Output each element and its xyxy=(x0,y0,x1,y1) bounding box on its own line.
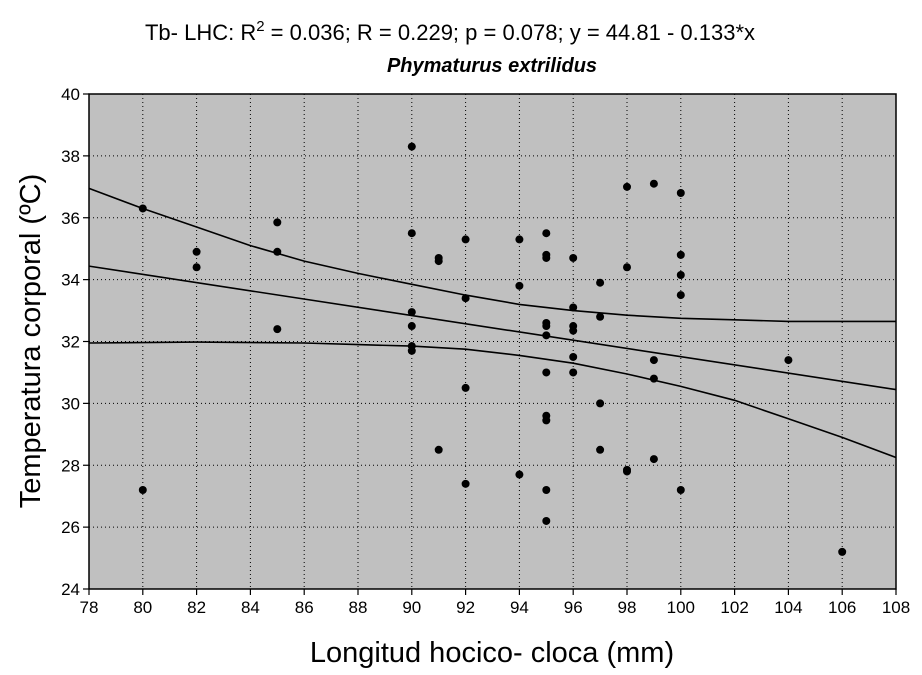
x-tick-label: 94 xyxy=(510,598,529,617)
data-point xyxy=(542,368,551,377)
data-point xyxy=(596,445,605,454)
chart-title: Tb- LHC: R2 = 0.036; R = 0.229; p = 0.07… xyxy=(145,18,755,45)
data-point xyxy=(192,263,201,272)
x-tick-label: 86 xyxy=(295,598,314,617)
upper-confidence-curve xyxy=(88,187,896,323)
data-point xyxy=(569,253,578,262)
confidence-band xyxy=(88,187,897,459)
data-point xyxy=(838,547,847,556)
data-point xyxy=(192,247,201,256)
data-point xyxy=(623,182,631,191)
lower-confidence-curve xyxy=(88,341,897,459)
x-tick-label: 108 xyxy=(882,598,910,617)
chart-title-superscript: 2 xyxy=(256,18,264,35)
x-tick-label: 90 xyxy=(402,598,421,617)
x-tick-label: 98 xyxy=(618,598,637,617)
y-tick-label: 32 xyxy=(61,333,80,352)
x-tick-label: 84 xyxy=(241,598,260,617)
y-tick-label: 36 xyxy=(61,209,80,228)
y-tick-label: 28 xyxy=(61,456,80,475)
x-tick-label: 78 xyxy=(80,598,99,617)
data-point xyxy=(542,516,551,525)
data-point xyxy=(515,470,524,479)
x-tick-label: 96 xyxy=(564,598,583,617)
data-point xyxy=(676,486,685,494)
x-tick-label: 100 xyxy=(667,598,695,617)
y-tick-label: 34 xyxy=(61,271,80,290)
y-tick-label: 40 xyxy=(61,85,80,104)
y-axis-ticks: 24 26 28 30 32 34 36 38 40 xyxy=(61,85,89,599)
data-point xyxy=(407,346,416,355)
data-point xyxy=(596,312,605,321)
regression-line-group xyxy=(88,265,897,391)
chart-subtitle: Phymaturus extrilidus xyxy=(387,55,597,77)
y-tick-label: 26 xyxy=(61,518,80,537)
data-point xyxy=(542,322,551,331)
y-axis-title: Temperatura corporal (ºC) xyxy=(15,174,47,509)
data-point xyxy=(434,257,443,266)
data-point xyxy=(676,189,685,197)
data-point xyxy=(676,291,685,300)
regression-line xyxy=(88,265,897,391)
x-axis-ticks: 78 80 82 84 86 88 90 92 94 96 98 100 102 104 106 108 xyxy=(80,589,910,617)
data-point xyxy=(407,229,416,238)
data-point xyxy=(138,486,147,494)
data-point xyxy=(515,281,524,290)
data-point xyxy=(676,270,685,279)
data-point xyxy=(461,294,470,303)
data-point xyxy=(569,303,578,312)
x-tick-label: 92 xyxy=(456,598,475,617)
data-point xyxy=(407,308,416,317)
data-point xyxy=(596,399,605,408)
data-point xyxy=(623,467,631,476)
data-point xyxy=(461,383,470,392)
data-point xyxy=(407,142,416,151)
x-tick-label: 80 xyxy=(133,598,152,617)
data-point xyxy=(649,374,658,383)
data-point xyxy=(461,479,470,488)
y-tick-label: 24 xyxy=(61,580,80,599)
y-tick-label: 30 xyxy=(61,394,80,413)
x-tick-label: 102 xyxy=(720,598,748,617)
x-axis-title: Longitud hocico- cloca (mm) xyxy=(310,637,674,669)
data-point xyxy=(273,218,282,227)
x-tick-label: 82 xyxy=(187,598,206,617)
data-point xyxy=(273,325,282,334)
data-point xyxy=(623,263,631,272)
data-point xyxy=(676,250,685,259)
x-tick-label: 104 xyxy=(774,598,802,617)
data-point xyxy=(407,322,416,331)
chart-title-rest: = 0.036; R = 0.229; p = 0.078; y = 44.81… xyxy=(265,20,755,45)
data-point xyxy=(461,235,470,244)
data-point xyxy=(569,368,578,377)
data-point xyxy=(542,416,551,425)
data-points xyxy=(138,142,847,556)
grid-lines xyxy=(89,94,896,589)
data-point xyxy=(542,229,551,238)
data-point xyxy=(542,253,551,262)
data-point xyxy=(138,204,147,213)
data-point xyxy=(649,455,658,464)
data-point xyxy=(515,235,524,244)
data-point xyxy=(784,356,793,365)
data-point xyxy=(649,179,658,188)
chart-title-prefix: Tb- LHC: R xyxy=(145,20,256,45)
data-point xyxy=(542,486,551,494)
data-point xyxy=(596,278,605,287)
x-tick-label: 88 xyxy=(349,598,368,617)
data-point xyxy=(649,356,658,365)
data-point xyxy=(569,326,578,335)
y-tick-label: 38 xyxy=(61,147,80,166)
data-point xyxy=(273,247,282,256)
data-point xyxy=(569,352,578,361)
data-point xyxy=(542,331,551,340)
x-tick-label: 106 xyxy=(828,598,856,617)
data-point xyxy=(434,445,443,454)
